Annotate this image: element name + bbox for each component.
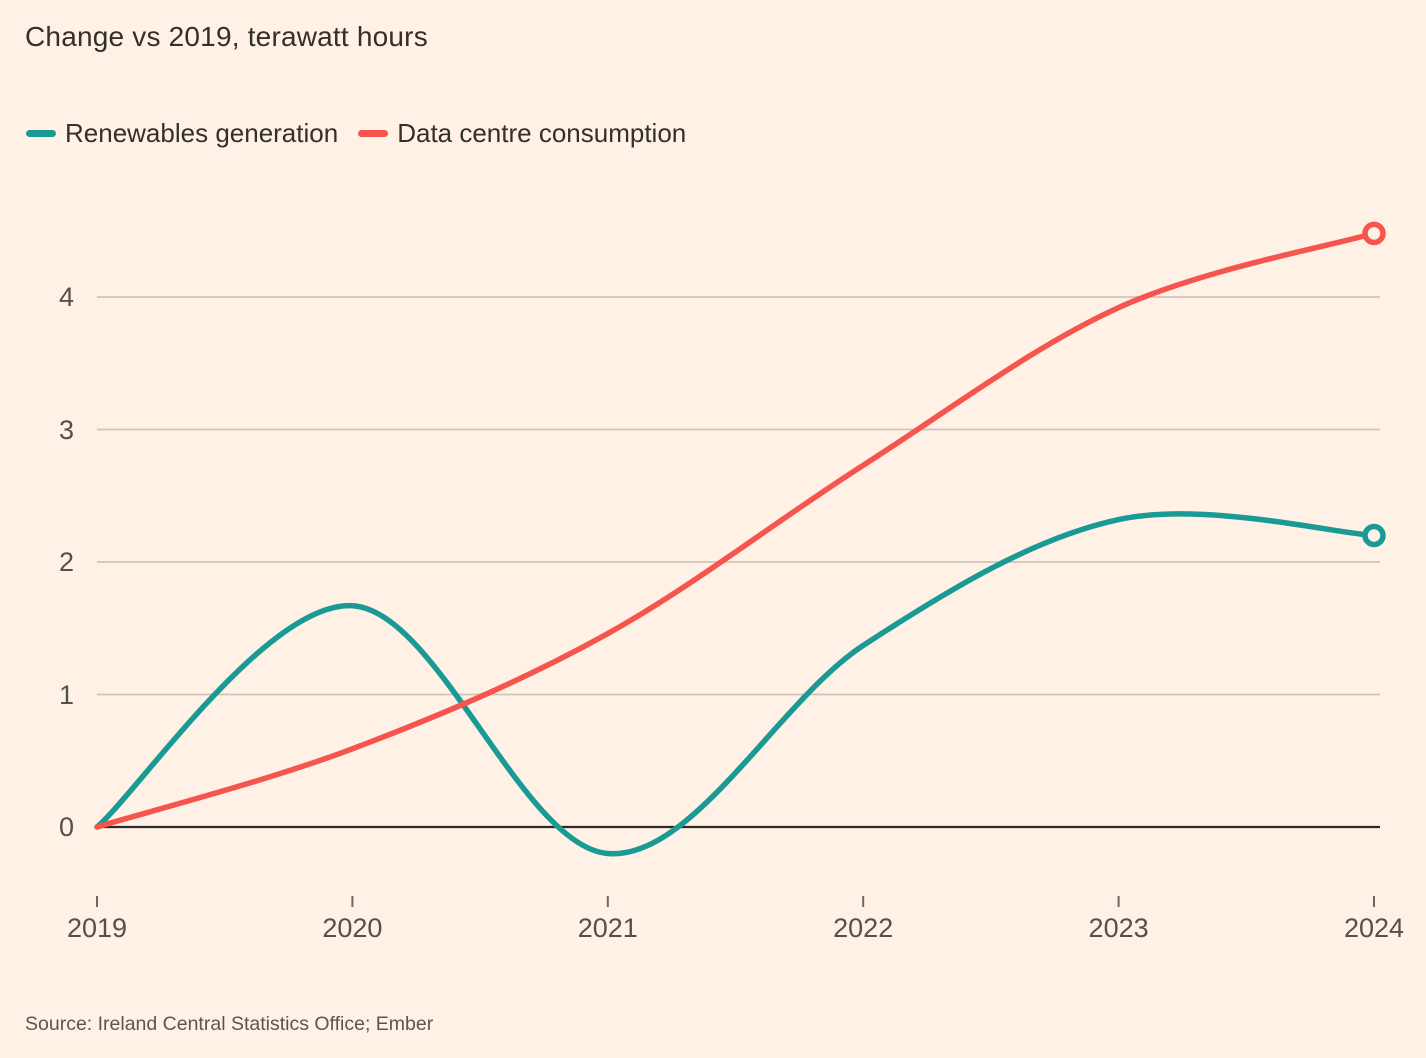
source-note: Source: Ireland Central Statistics Offic… <box>25 1013 434 1035</box>
chart-title: Change vs 2019, terawatt hours <box>25 21 428 52</box>
y-axis-label: 4 <box>58 282 74 312</box>
end-marker-data-centre <box>1362 221 1386 246</box>
legend-item-data-centre: Data centre consumption <box>358 119 686 147</box>
x-axis-label: 2023 <box>1088 913 1149 943</box>
x-axis-label: 2020 <box>322 913 383 943</box>
y-axis-label: 1 <box>58 679 74 710</box>
renewables-swatch-icon <box>26 129 56 137</box>
legend: Renewables generation Data centre consum… <box>26 119 686 147</box>
legend-label-renewables: Renewables generation <box>65 118 339 148</box>
x-axis-label: 2024 <box>1343 913 1405 943</box>
y-axis-label: 2 <box>58 547 74 577</box>
data-centre-swatch-icon <box>358 129 389 137</box>
x-axis-label: 2021 <box>577 913 638 943</box>
y-axis-label: 0 <box>58 812 74 842</box>
x-axis-label: 2019 <box>66 913 128 943</box>
y-axis-label: 3 <box>58 414 74 445</box>
series-line-renewables <box>94 511 1377 857</box>
legend-item-renewables: Renewables generation <box>26 119 338 147</box>
series-line-data-centre <box>94 230 1377 830</box>
legend-label-data-centre: Data centre consumption <box>397 118 687 148</box>
x-axis-label: 2022 <box>833 913 894 943</box>
end-marker-renewables <box>1362 523 1386 548</box>
